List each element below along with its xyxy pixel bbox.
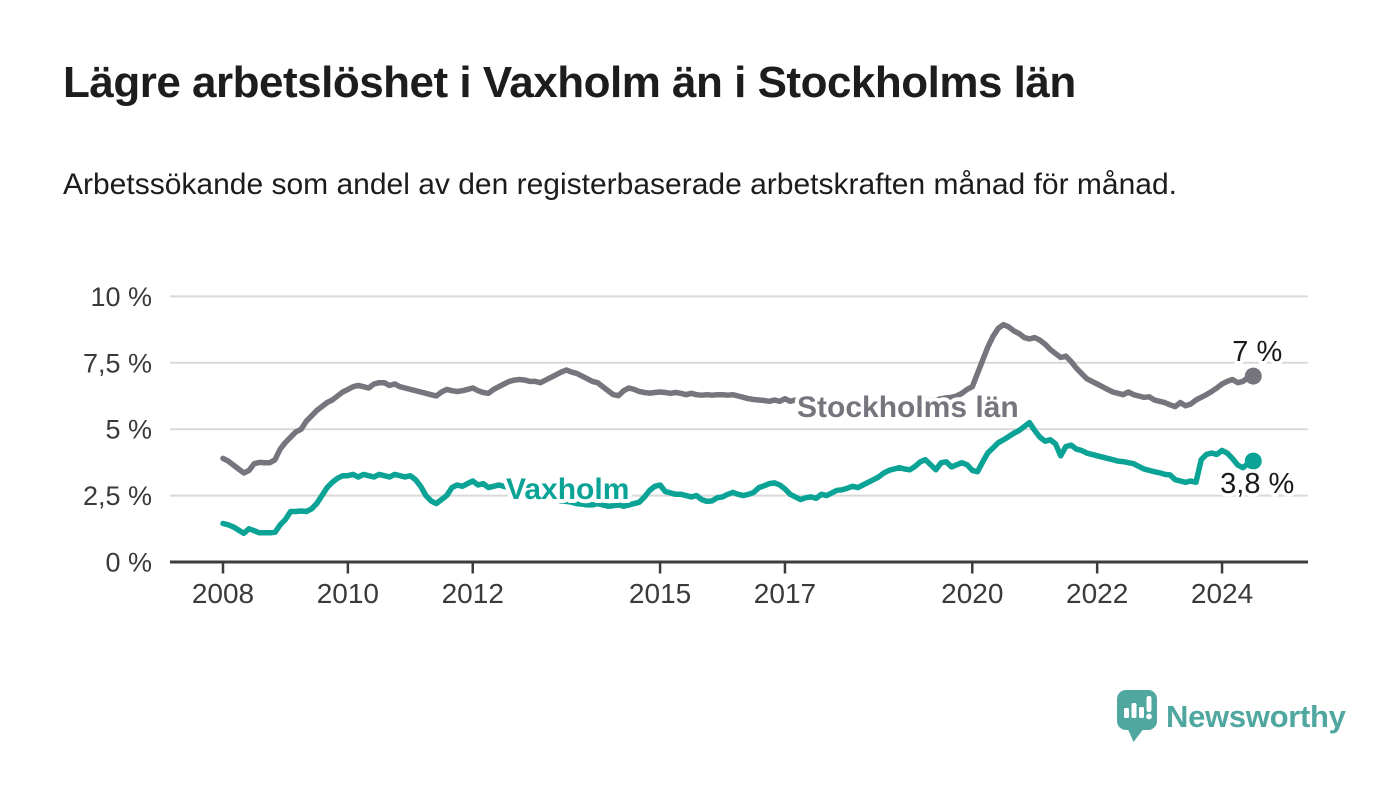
x-tick-label-2024: 2024 [1191,578,1253,609]
series-inline-label-1: Vaxholm [506,473,629,506]
y-tick-label-5: 5 % [105,415,152,445]
newsworthy-brand-name: Newsworthy [1166,699,1346,734]
y-tick-label-2.5: 2,5 % [83,481,152,511]
series-end-value-label-0: 7 % [1232,336,1282,368]
x-tick-label-2012: 2012 [442,578,504,609]
y-tick-label-10: 10 % [90,282,152,312]
x-tick-label-2020: 2020 [941,578,1003,609]
x-tick-label-2008: 2008 [192,578,254,609]
series-endpoint-dot-0 [1244,367,1262,385]
series-endpoint-dot-1 [1244,452,1262,470]
x-tick-label-2022: 2022 [1066,578,1128,609]
series-inline-label-0: Stockholms län [797,391,1019,424]
series-end-value-label-1: 3,8 % [1220,468,1294,500]
chart-subtitle: Arbetssökande som andel av den registerb… [63,168,1177,201]
x-tick-label-2017: 2017 [754,578,816,609]
newsworthy-logo-icon [1117,690,1157,742]
series-line-0 [220,321,1257,476]
line-chart: 0 % 2,5 % 5 % 7,5 % 10 % 2008 2010 2012 2015 201… [83,282,1308,609]
x-tick-label-2010: 2010 [317,578,379,609]
x-tick-label-2015: 2015 [629,578,691,609]
newsworthy-brand: Newsworthy [1114,686,1400,756]
series-lines [220,321,1262,537]
y-gridlines: 0 % 2,5 % 5 % 7,5 % 10 % [83,282,1308,578]
chart-title: Lägre arbetslöshet i Vaxholm än i Stockh… [63,58,1076,107]
chart-labels: 7 % 3,8 % Stockholms län Vaxholm [502,333,1298,510]
x-axis: 2008 2010 2012 2015 2017 2020 2022 2024 [170,560,1308,609]
series-line-1 [220,419,1257,537]
y-tick-label-7.5: 7,5 % [83,348,152,378]
y-tick-label-0: 0 % [105,548,152,578]
